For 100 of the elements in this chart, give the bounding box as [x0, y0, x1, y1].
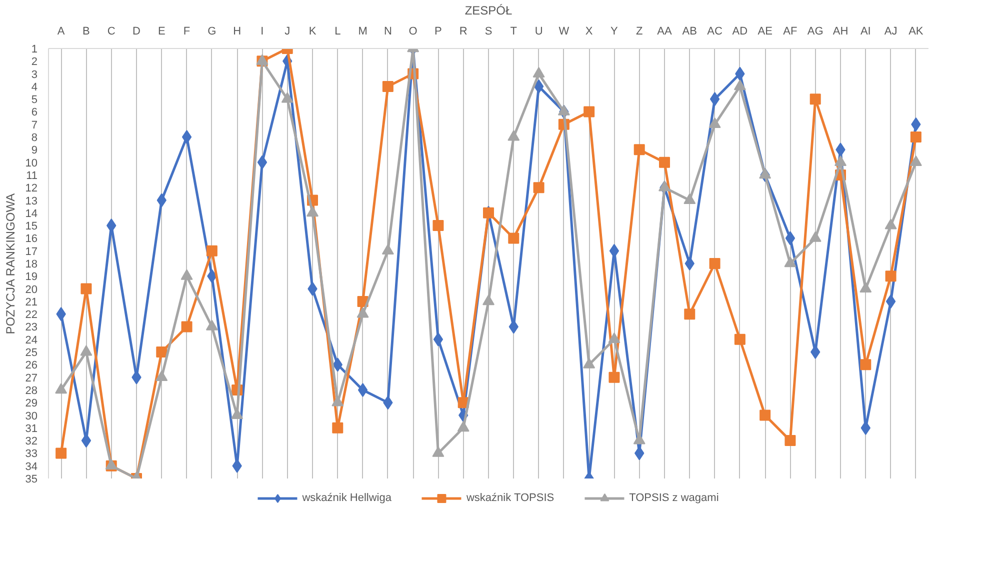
y-tick-label: 14: [25, 208, 38, 220]
y-tick-label: 26: [25, 360, 38, 372]
y-tick-label: 19: [25, 271, 38, 284]
point: [156, 346, 168, 358]
legend-label: TOPSIS z wagami: [629, 492, 719, 504]
y-tick-label: 22: [25, 309, 38, 322]
point: [885, 270, 896, 282]
point: [80, 283, 92, 294]
point: [608, 372, 620, 383]
point: [886, 294, 896, 308]
point: [608, 332, 620, 344]
point: [684, 256, 694, 270]
point: [534, 79, 544, 94]
y-tick-label: 17: [25, 246, 38, 258]
point: [558, 104, 570, 116]
point: [206, 245, 218, 256]
y-tick-label: 31: [25, 422, 38, 435]
x-tick-label: J: [284, 26, 290, 38]
x-tick-label: R: [459, 26, 468, 38]
y-tick-label: 13: [25, 195, 38, 208]
point: [457, 421, 470, 432]
x-tick-label: Y: [610, 26, 619, 38]
x-tick-label: AK: [908, 26, 924, 38]
y-tick-label: 23: [25, 322, 38, 334]
point: [81, 434, 92, 448]
x-tick-label: D: [132, 26, 141, 38]
point: [784, 435, 796, 446]
legend-label: wskaźnik Hellwiga: [302, 492, 392, 504]
point: [433, 332, 444, 346]
x-tick-label: B: [82, 26, 90, 38]
point: [332, 396, 344, 406]
y-tick-label: 5: [31, 94, 38, 106]
point: [55, 383, 68, 394]
y-tick-label: 8: [31, 132, 38, 144]
point: [533, 182, 544, 194]
x-tick-label: P: [434, 26, 442, 38]
point: [482, 294, 494, 306]
point: [382, 244, 394, 255]
x-tick-label: AH: [832, 26, 848, 38]
point: [382, 80, 394, 92]
x-tick-label: I: [260, 26, 264, 38]
x-tick-label: E: [158, 26, 166, 38]
point: [809, 231, 822, 242]
y-tick-label: 4: [31, 81, 38, 94]
y-axis-title: POZYCJA RANKINGOWA: [3, 193, 18, 334]
point: [709, 258, 720, 269]
point: [884, 218, 897, 230]
point: [684, 193, 696, 204]
point: [532, 66, 545, 78]
point: [156, 370, 168, 381]
y-tick-label: 18: [25, 258, 38, 270]
x-axis-title: ZESPÓŁ: [464, 4, 512, 18]
point: [358, 382, 368, 397]
y-tick-label: 32: [25, 436, 38, 448]
x-tick-label: G: [208, 26, 216, 38]
point: [432, 446, 444, 457]
point: [910, 155, 922, 166]
point: [306, 206, 318, 217]
x-tick-label: W: [558, 26, 570, 38]
x-tick-label: K: [308, 26, 317, 38]
y-tick-label: 12: [25, 182, 38, 195]
y-tick-label: 3: [31, 68, 38, 81]
point: [658, 180, 670, 192]
x-tick-label: U: [534, 26, 543, 38]
point: [432, 220, 444, 232]
x-tick-label: L: [334, 26, 341, 38]
y-tick-label: 15: [25, 220, 38, 233]
x-tick-label: M: [358, 26, 368, 38]
point: [584, 106, 595, 118]
point: [910, 132, 922, 143]
point: [810, 94, 821, 105]
y-tick-label: 29: [25, 398, 38, 410]
y-tick-label: 9: [31, 144, 38, 157]
point: [834, 155, 846, 166]
point: [860, 282, 872, 292]
x-tick-label: AG: [807, 26, 824, 38]
x-tick-label: C: [107, 26, 116, 38]
point: [182, 130, 192, 144]
point: [508, 232, 520, 244]
x-tick-label: AF: [783, 26, 798, 38]
point: [659, 156, 670, 168]
y-tick-label: 7: [31, 119, 38, 132]
point: [759, 168, 772, 179]
x-tick-label: Z: [636, 26, 643, 38]
y-tick-label: 20: [25, 284, 38, 296]
y-tick-label: 24: [25, 334, 38, 346]
x-tick-label: F: [183, 26, 190, 38]
point: [80, 345, 92, 356]
y-tick-label: 16: [25, 233, 38, 246]
x-tick-label: AE: [758, 26, 772, 38]
point: [784, 256, 796, 268]
x-tick-label: AI: [860, 26, 871, 38]
x-tick-label: O: [408, 26, 418, 38]
x-tick-label: AD: [732, 26, 748, 38]
point: [684, 308, 696, 320]
y-tick-label: 35: [25, 474, 38, 486]
point: [710, 92, 720, 106]
point: [181, 321, 192, 332]
y-tick-label: 10: [25, 157, 38, 170]
y-tick-label: 33: [25, 448, 38, 460]
